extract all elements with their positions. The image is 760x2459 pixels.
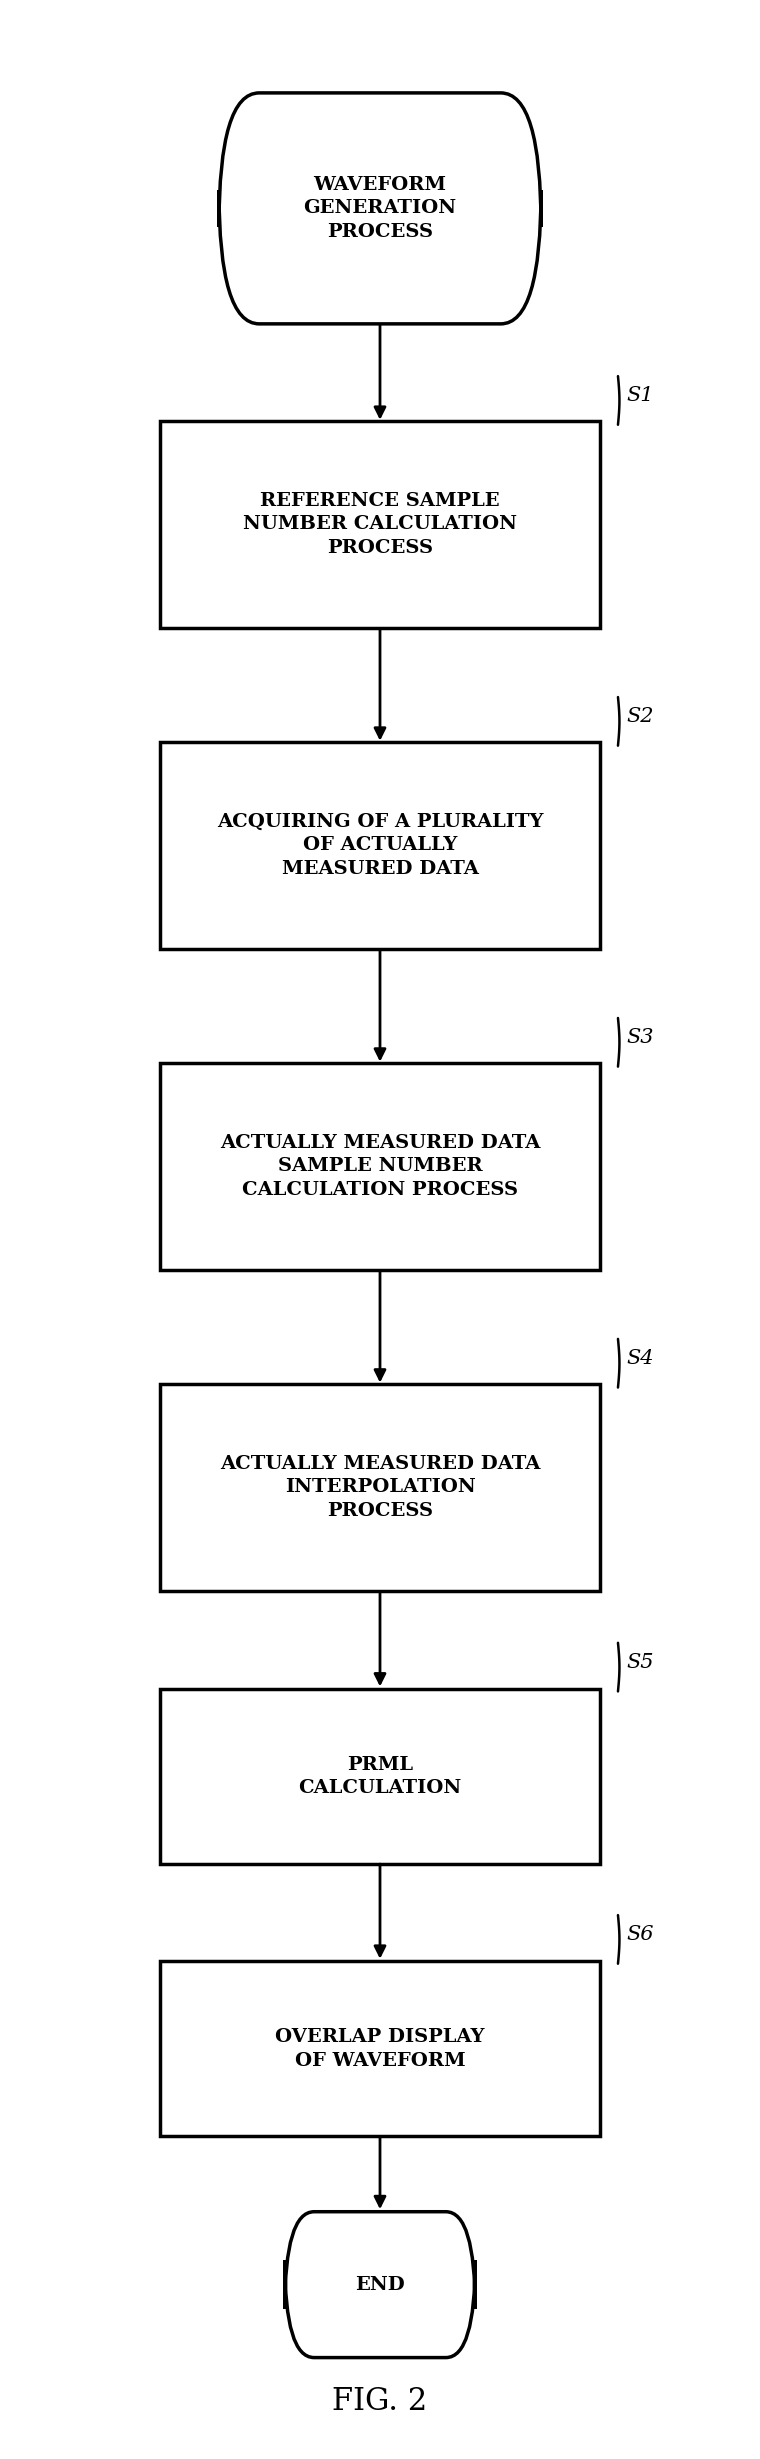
Bar [160, 420, 600, 627]
Bar [160, 1384, 600, 1591]
Text: S4: S4 [627, 1350, 654, 1367]
Text: PRML
CALCULATION: PRML CALCULATION [299, 1756, 461, 1798]
Text: S3: S3 [627, 1028, 654, 1048]
FancyBboxPatch shape [219, 93, 541, 325]
Text: END: END [355, 2275, 405, 2294]
Text: ACQUIRING OF A PLURALITY
OF ACTUALLY
MEASURED DATA: ACQUIRING OF A PLURALITY OF ACTUALLY MEA… [217, 814, 543, 878]
Text: S6: S6 [627, 1925, 654, 1945]
Text: REFERENCE SAMPLE
NUMBER CALCULATION
PROCESS: REFERENCE SAMPLE NUMBER CALCULATION PROC… [243, 492, 517, 558]
Text: OVERLAP DISPLAY
OF WAVEFORM: OVERLAP DISPLAY OF WAVEFORM [275, 2029, 485, 2070]
Text: WAVEFORM
GENERATION
PROCESS: WAVEFORM GENERATION PROCESS [303, 175, 457, 241]
Text: S1: S1 [627, 386, 654, 406]
FancyBboxPatch shape [285, 2211, 475, 2358]
Text: ACTUALLY MEASURED DATA
INTERPOLATION
PROCESS: ACTUALLY MEASURED DATA INTERPOLATION PRO… [220, 1456, 540, 1520]
Bar [160, 1962, 600, 2137]
Bar [160, 743, 600, 949]
Text: ACTUALLY MEASURED DATA
SAMPLE NUMBER
CALCULATION PROCESS: ACTUALLY MEASURED DATA SAMPLE NUMBER CAL… [220, 1134, 540, 1200]
Bar [160, 1689, 600, 1864]
Bar [160, 1062, 600, 1269]
Text: S5: S5 [627, 1652, 654, 1672]
Text: FIG. 2: FIG. 2 [332, 2385, 428, 2417]
Text: S2: S2 [627, 708, 654, 725]
